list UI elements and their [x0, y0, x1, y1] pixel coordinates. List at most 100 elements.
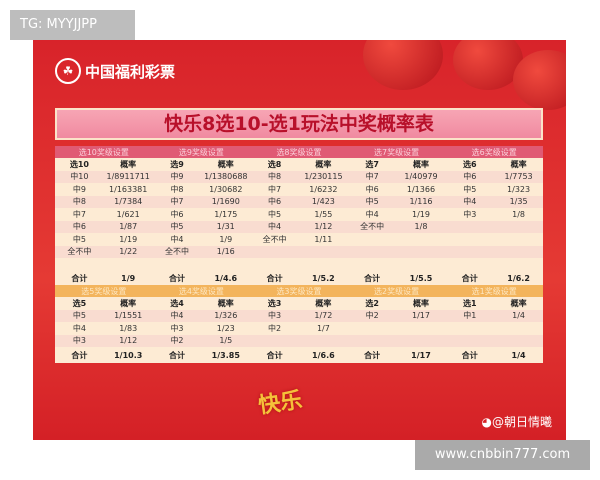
group-header: 选10奖级设置 — [55, 146, 153, 158]
probability-header: 概率 — [217, 159, 234, 169]
prize-level: 中6 — [55, 220, 104, 233]
total-label: 合计 — [266, 350, 283, 360]
probability-value: 1/19 — [119, 234, 138, 244]
prize-level — [250, 334, 299, 347]
prize-level: 中2 — [347, 309, 397, 322]
group-header: 选1奖级设置 — [445, 285, 543, 297]
probability-value — [298, 245, 348, 258]
prize-level — [347, 245, 397, 258]
prize-level — [348, 258, 397, 271]
probability-value — [397, 322, 446, 335]
group-header: 选4奖级设置 — [152, 285, 251, 297]
table-row: 合计 1/9 合计 1/4.6 合计 1/5.2 合计 1/5.5 合计 1/6.2 — [55, 271, 543, 287]
table-row: 中5 1/19 中4 1/9 全不中 1/11 — [55, 233, 543, 246]
probability-value — [397, 258, 446, 271]
prize-level — [445, 258, 494, 271]
probability-value: 1/12 — [298, 220, 348, 233]
total-label: 合计 — [364, 350, 381, 360]
probability-value: 1/35 — [494, 195, 543, 208]
probability-value: 1/6232 — [309, 184, 338, 194]
probability-value: 1/12 — [103, 334, 153, 347]
prize-level: 中6 — [250, 195, 299, 208]
pick-header: 选9 — [170, 159, 184, 169]
total-value: 1/4 — [511, 350, 526, 360]
prize-level: 中9 — [152, 170, 202, 183]
probability-value: 1/1690 — [201, 195, 251, 208]
prize-level: 全不中 — [262, 234, 287, 244]
probability-value — [494, 258, 543, 271]
probability-value: 1/8 — [396, 220, 446, 233]
prize-level — [55, 258, 104, 271]
probability-value: 1/23 — [216, 323, 235, 333]
prize-level — [348, 233, 397, 246]
prize-level — [250, 258, 299, 271]
prize-level: 中10 — [55, 170, 104, 183]
prize-level: 中5 — [463, 184, 477, 194]
total-value: 1/6.2 — [507, 274, 530, 283]
probability-value: 1/55 — [314, 209, 333, 219]
group-header: 选7奖级设置 — [347, 146, 446, 158]
probability-value: 1/7753 — [494, 170, 543, 183]
poster: ☘ 中国福利彩票 快乐8选10-选1玩法中奖概率表 选10奖级设置 选9奖级设置 选8… — [33, 40, 566, 440]
probability-value: 1/8911711 — [103, 170, 153, 183]
table-row: 合计 1/10.3 合计 1/3.85 合计 1/6.6 合计 1/17 合计 1/4 — [55, 347, 543, 363]
probability-value — [494, 245, 543, 258]
probability-value: 1/83 — [119, 323, 138, 333]
probability-value: 1/1551 — [103, 309, 153, 322]
probability-value — [494, 233, 543, 246]
probability-value — [494, 220, 543, 233]
probability-value: 1/116 — [396, 195, 446, 208]
table-row: 中5 1/1551 中4 1/326 中3 1/72 中2 1/17 中1 1/4 — [55, 309, 543, 322]
table-row: 中8 1/7384 中7 1/1690 中6 1/423 中5 1/116 中4 1/35 — [55, 195, 543, 208]
total-label: 合计 — [71, 274, 88, 283]
pick-header: 选10 — [69, 159, 89, 169]
pick-header: 选1 — [462, 298, 477, 308]
table-row: 中7 1/621 中6 1/175 中5 1/55 中4 1/19 中3 1/8 — [55, 208, 543, 221]
prize-level: 中2 — [268, 323, 282, 333]
probability-value: 1/326 — [201, 309, 251, 322]
probability-value: 1/163381 — [109, 184, 148, 194]
table-row: 中10 1/8911711 中9 1/1380688 中8 1/230115 中7 1/409… — [55, 170, 543, 183]
probability-value — [298, 334, 348, 347]
prize-level — [445, 220, 495, 233]
table-row: 中3 1/12 中2 1/5 — [55, 334, 543, 347]
probability-value — [494, 334, 543, 347]
probability-value: 1/4 — [494, 309, 543, 322]
prize-level: 中5 — [268, 209, 282, 219]
total-value: 1/9 — [121, 274, 136, 283]
kuaile-logo: 快乐 — [256, 388, 304, 419]
pick-header: 选2 — [365, 298, 379, 308]
total-value: 1/5.5 — [409, 274, 433, 283]
probability-value: 1/7384 — [103, 195, 153, 208]
prize-level — [250, 245, 299, 258]
prize-level — [153, 258, 202, 271]
table-row: 中6 1/87 中5 1/31 中4 1/12 全不中 1/8 — [55, 220, 543, 233]
prize-level: 中8 — [250, 170, 299, 183]
probability-value: 1/1380688 — [201, 170, 251, 183]
group-header: 选6奖级设置 — [445, 146, 543, 158]
probability-value: 1/31 — [201, 220, 251, 233]
prize-level: 中7 — [268, 184, 282, 194]
total-label: 合计 — [364, 274, 381, 283]
probability-value — [201, 258, 250, 271]
prize-level: 中6 — [365, 184, 379, 194]
probability-value: 1/87 — [103, 220, 153, 233]
table-row: 中9 1/163381 中8 1/30682 中7 1/6232 中6 1/1366 中5 1/3… — [55, 183, 543, 196]
total-label: 合计 — [168, 274, 185, 283]
prize-level — [347, 334, 397, 347]
prize-level: 全不中 — [152, 245, 202, 258]
pick-header: 选4 — [170, 298, 184, 308]
logo-text: 中国福利彩票 — [85, 62, 176, 81]
probability-value — [104, 258, 153, 271]
prize-level — [445, 245, 495, 258]
total-label: 合计 — [266, 274, 283, 283]
probability-value: 1/423 — [298, 195, 348, 208]
table-row: 选5奖级设置 选4奖级设置 选3奖级设置 选2奖级设置 选1奖级设置 — [55, 285, 543, 297]
probability-value: 1/5 — [201, 334, 251, 347]
table-row — [55, 258, 543, 271]
prize-level: 中4 — [365, 209, 379, 219]
probability-header: 概率 — [510, 298, 527, 308]
probability-header: 概率 — [412, 298, 429, 308]
probability-header: 概率 — [120, 159, 137, 169]
table-row: 全不中 1/22 全不中 1/16 — [55, 245, 543, 258]
